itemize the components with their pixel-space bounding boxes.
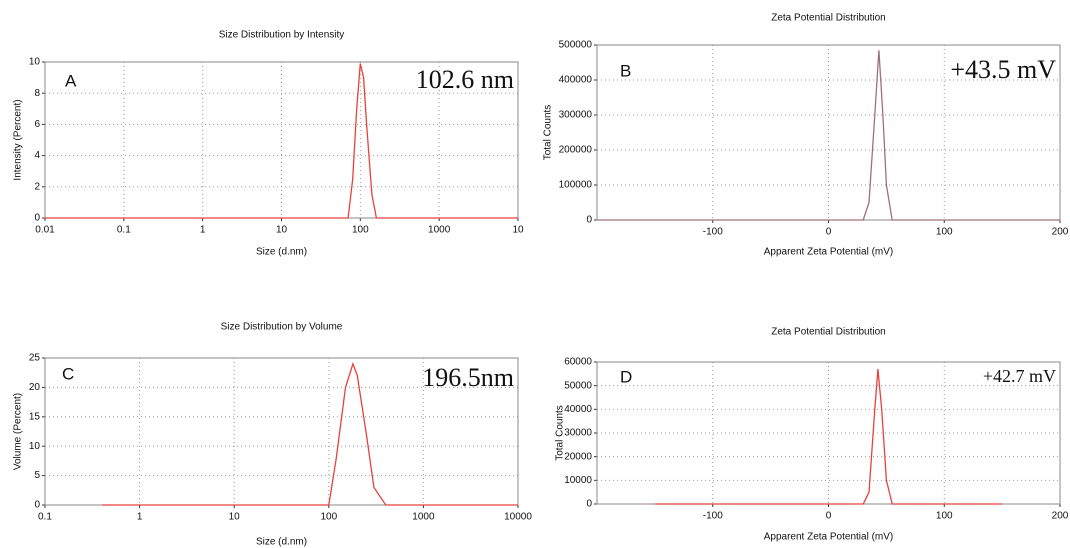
x-tick-label: 200 <box>1052 511 1069 522</box>
data-line <box>654 369 1003 505</box>
data-line <box>102 361 518 506</box>
y-tick-label: 6 <box>34 119 40 130</box>
x-tick-label: -100 <box>703 227 723 238</box>
x-axis-label: Apparent Zeta Potential (mV) <box>764 532 894 543</box>
y-tick-label: 5 <box>34 470 40 481</box>
y-tick-label: 10 <box>29 441 41 452</box>
y-tick-label: 20000 <box>564 451 592 462</box>
data-line <box>45 63 518 219</box>
x-tick-label: 100 <box>936 227 953 238</box>
x-tick-label: -100 <box>703 511 723 522</box>
x-axis-label: Size (d.nm) <box>256 247 307 258</box>
y-tick-label: 30000 <box>564 428 592 439</box>
x-tick-label: 100 <box>352 225 369 236</box>
x-tick-label: 0.01 <box>35 225 55 236</box>
x-tick-label: 0 <box>826 511 832 522</box>
x-tick-label: 1 <box>137 512 143 523</box>
y-tick-label: 500000 <box>559 40 593 51</box>
y-axis-label: Total Counts <box>543 105 554 161</box>
y-tick-label: 25 <box>29 353 41 364</box>
x-tick-label: 10 <box>229 512 241 523</box>
y-tick-label: 2 <box>34 181 40 192</box>
x-tick-label: 10 <box>276 225 288 236</box>
x-tick-label: 1000 <box>428 225 451 236</box>
y-axis-label: Total Counts <box>555 405 566 461</box>
chart-title: Zeta Potential Distribution <box>771 327 886 338</box>
panel-label: C <box>62 364 74 383</box>
y-tick-label: 100000 <box>559 180 593 191</box>
y-tick-label: 0 <box>586 499 592 510</box>
y-axis-label: Volume (Percent) <box>13 393 24 470</box>
y-tick-label: 60000 <box>564 357 592 368</box>
panel-label: A <box>65 71 77 90</box>
y-tick-label: 10 <box>29 57 41 68</box>
x-tick-label: 0.1 <box>117 225 131 236</box>
chart-title: Size Distribution by Intensity <box>219 30 345 41</box>
x-tick-label: 200 <box>1052 227 1069 238</box>
y-tick-label: 0 <box>586 215 592 226</box>
y-tick-label: 0 <box>34 500 40 511</box>
y-axis-label: Intensity (Percent) <box>13 99 24 180</box>
x-tick-label: 1 <box>200 225 206 236</box>
y-tick-label: 400000 <box>559 75 593 86</box>
chart-title: Zeta Potential Distribution <box>771 13 886 24</box>
y-tick-label: 0 <box>34 213 40 224</box>
annotation: 102.6 nm <box>416 65 514 94</box>
chart-title: Size Distribution by Volume <box>221 322 343 333</box>
y-tick-label: 4 <box>34 150 40 161</box>
x-tick-label: 10 <box>512 225 524 236</box>
y-tick-label: 50000 <box>564 380 592 391</box>
x-tick-label: 0 <box>826 227 832 238</box>
x-axis-label: Apparent Zeta Potential (mV) <box>764 247 894 258</box>
x-tick-label: 0.1 <box>38 512 52 523</box>
y-tick-label: 15 <box>29 411 41 422</box>
y-tick-label: 10000 <box>564 475 592 486</box>
panel-label: B <box>620 61 631 80</box>
annotation: +43.5 mV <box>950 55 1056 84</box>
x-axis-label: Size (d.nm) <box>256 537 307 548</box>
y-tick-label: 300000 <box>559 110 593 121</box>
x-tick-label: 100 <box>936 511 953 522</box>
x-tick-label: 100 <box>320 512 337 523</box>
panel-label: D <box>620 367 632 386</box>
annotation: 196.5nm <box>422 363 514 392</box>
annotation: +42.7 mV <box>983 366 1056 386</box>
y-tick-label: 200000 <box>559 145 593 156</box>
data-line <box>597 50 1060 221</box>
x-tick-label: 1000 <box>412 512 435 523</box>
y-tick-label: 8 <box>34 88 40 99</box>
y-tick-label: 40000 <box>564 404 592 415</box>
y-tick-label: 20 <box>29 382 41 393</box>
x-tick-label: 10000 <box>504 512 532 523</box>
